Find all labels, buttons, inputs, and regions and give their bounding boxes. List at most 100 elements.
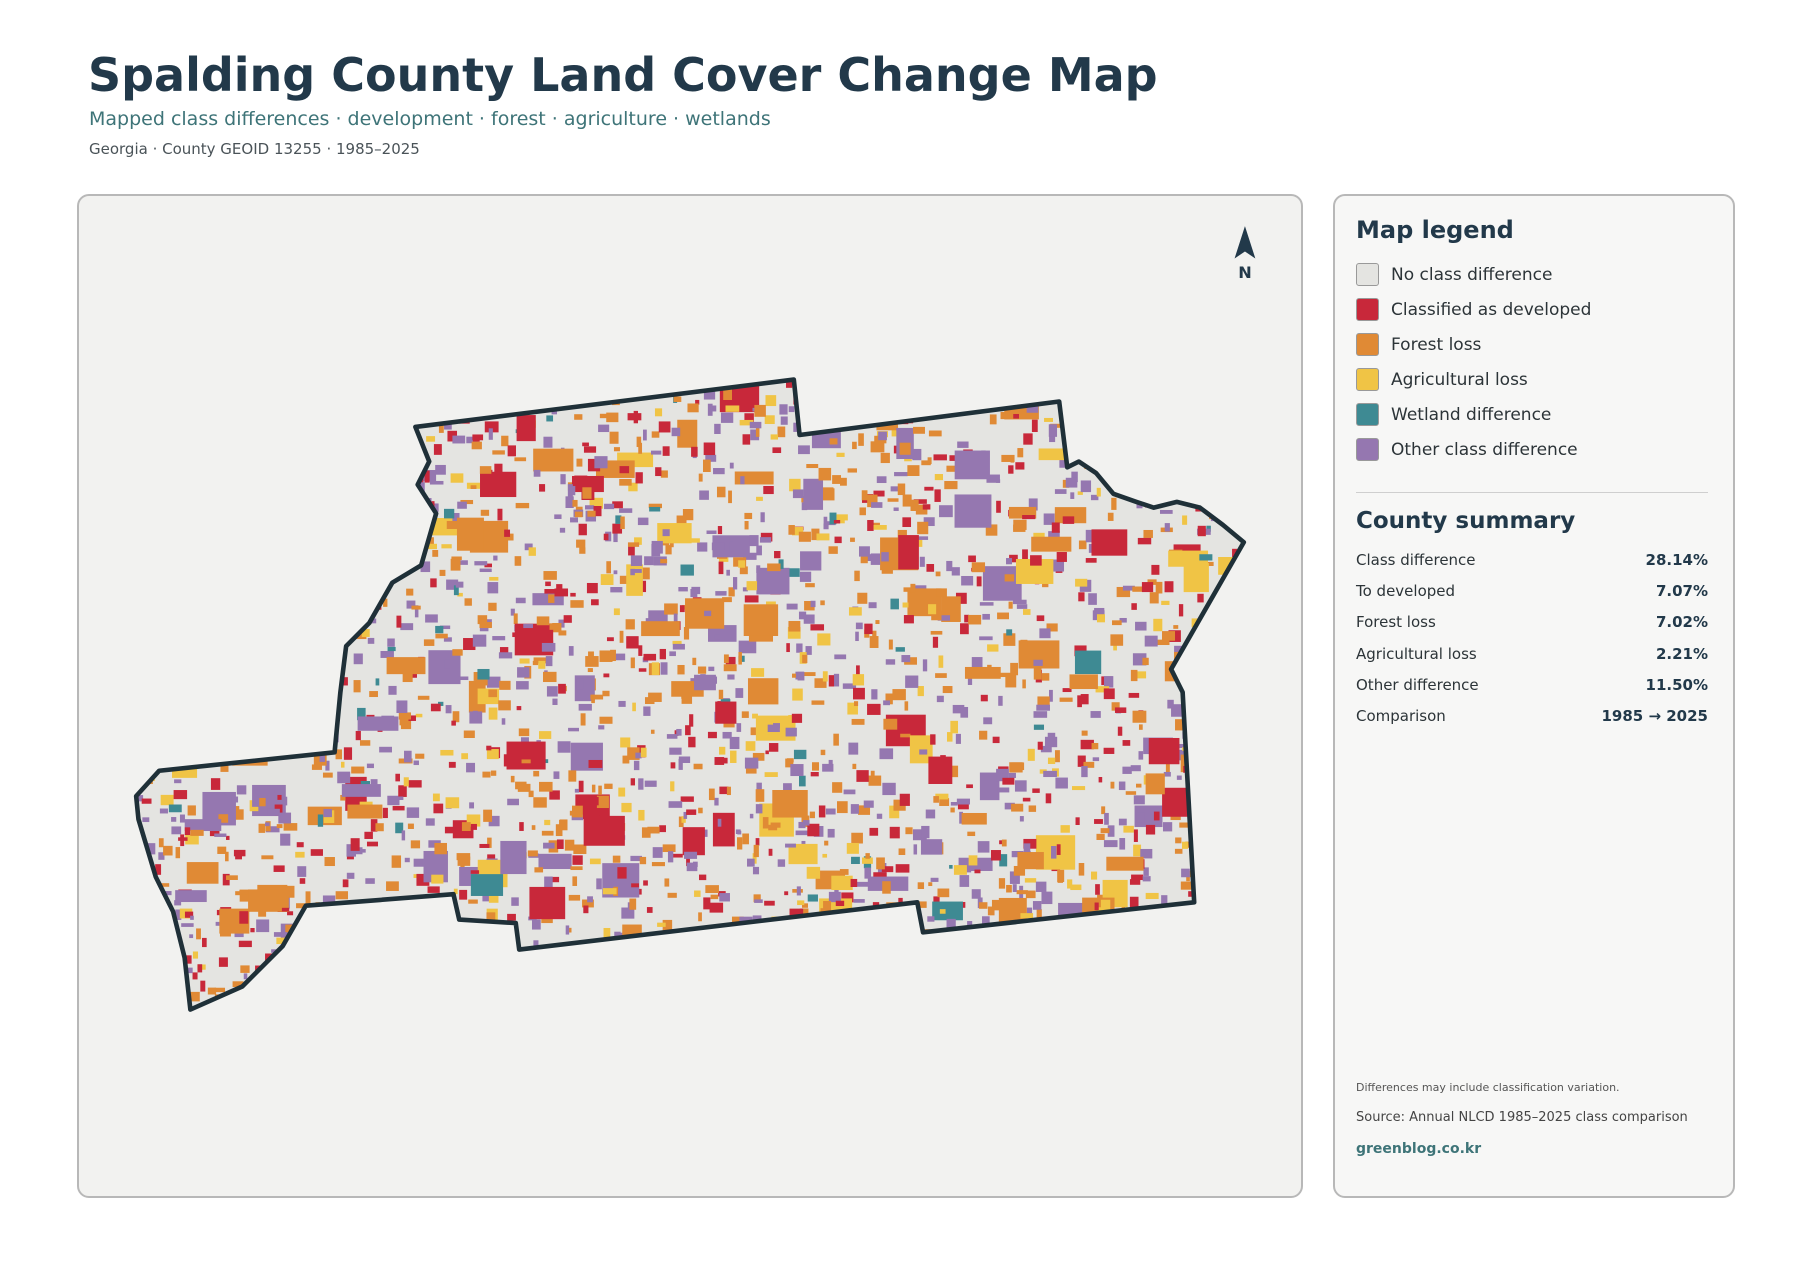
- change-patch: [738, 640, 757, 654]
- change-patch: [271, 999, 277, 1007]
- change-patch: [682, 509, 694, 521]
- change-patch: [737, 830, 742, 835]
- change-patch: [366, 763, 374, 769]
- change-patch: [387, 638, 395, 647]
- change-patch: [259, 534, 271, 546]
- change-patch: [293, 593, 306, 600]
- change-patch: [254, 503, 265, 516]
- change-patch: [825, 940, 839, 947]
- change-patch: [802, 946, 809, 950]
- credit[interactable]: greenblog.co.kr: [1356, 1141, 1482, 1157]
- change-patch: [1107, 825, 1115, 837]
- change-patch: [539, 731, 552, 739]
- change-patch: [860, 554, 868, 564]
- change-patch: [917, 521, 929, 535]
- change-patch: [183, 497, 198, 510]
- change-patch: [235, 656, 246, 667]
- change-patch: [596, 795, 609, 809]
- summary-value: 1985 → 2025: [1601, 707, 1708, 725]
- change-patch: [811, 700, 825, 705]
- legend-label: Other class difference: [1391, 439, 1578, 460]
- change-patch: [968, 555, 976, 563]
- change-patch: [1212, 475, 1223, 487]
- change-patch: [856, 416, 870, 425]
- change-patch: [1107, 512, 1114, 521]
- change-patch: [1198, 960, 1205, 971]
- change-patch: [626, 636, 639, 649]
- change-patch: [630, 568, 635, 576]
- change-patch: [1172, 918, 1178, 924]
- change-patch: [1022, 679, 1026, 689]
- change-patch: [498, 700, 511, 711]
- change-patch: [1096, 487, 1101, 497]
- change-patch: [487, 987, 492, 1000]
- change-patch: [1041, 891, 1053, 905]
- change-patch: [1136, 671, 1147, 679]
- change-patch: [497, 392, 505, 401]
- change-patch: [1241, 655, 1244, 664]
- change-patch: [1010, 412, 1020, 419]
- change-patch: [419, 995, 428, 1002]
- change-patch: [598, 785, 602, 795]
- change-patch: [236, 579, 244, 587]
- change-patch: [414, 987, 418, 996]
- change-patch: [292, 999, 299, 1005]
- change-patch: [1223, 997, 1232, 1003]
- change-patch: [594, 456, 608, 469]
- change-patch: [472, 434, 484, 441]
- change-patch: [357, 990, 382, 1010]
- change-patch: [366, 561, 375, 574]
- change-patch: [613, 447, 620, 452]
- change-patch: [598, 725, 605, 730]
- change-patch: [619, 508, 633, 513]
- change-patch: [369, 468, 382, 475]
- change-patch: [429, 410, 439, 416]
- change-patch: [1095, 884, 1100, 895]
- change-patch: [1169, 415, 1183, 426]
- change-patch: [543, 436, 553, 448]
- change-patch: [788, 406, 795, 413]
- change-patch: [234, 809, 244, 820]
- change-patch: [723, 654, 729, 664]
- change-patch: [833, 673, 840, 687]
- change-patch: [1065, 477, 1078, 488]
- change-patch: [820, 487, 834, 495]
- change-patch: [248, 531, 259, 544]
- change-patch: [233, 849, 246, 857]
- change-patch: [948, 1013, 961, 1020]
- change-patch: [159, 808, 168, 814]
- change-patch: [477, 668, 490, 680]
- change-patch: [928, 756, 953, 784]
- change-patch: [364, 930, 378, 939]
- change-patch: [268, 482, 278, 487]
- change-patch: [932, 901, 963, 921]
- change-patch: [752, 915, 762, 921]
- change-patch: [950, 802, 958, 806]
- change-patch: [1106, 856, 1144, 871]
- change-patch: [825, 808, 836, 815]
- change-patch: [435, 633, 448, 639]
- legend-title: Map legend: [1356, 216, 1514, 244]
- change-patch: [198, 526, 212, 538]
- change-patch: [410, 840, 421, 849]
- change-patch: [688, 736, 696, 748]
- change-patch: [490, 770, 497, 776]
- change-patch: [518, 728, 530, 737]
- change-patch: [662, 844, 676, 853]
- change-patch: [1133, 829, 1138, 842]
- change-patch: [357, 389, 367, 403]
- change-patch: [169, 458, 174, 468]
- change-patch: [709, 902, 724, 913]
- change-patch: [693, 763, 703, 770]
- change-patch: [1228, 875, 1240, 886]
- change-patch: [874, 383, 880, 395]
- change-patch: [981, 1009, 987, 1010]
- change-patch: [744, 757, 759, 769]
- change-patch: [1091, 529, 1128, 556]
- change-patch: [612, 855, 621, 863]
- change-patch: [136, 679, 148, 683]
- change-patch: [459, 889, 468, 900]
- change-patch: [277, 794, 282, 800]
- change-patch: [734, 967, 743, 975]
- change-patch: [166, 385, 181, 395]
